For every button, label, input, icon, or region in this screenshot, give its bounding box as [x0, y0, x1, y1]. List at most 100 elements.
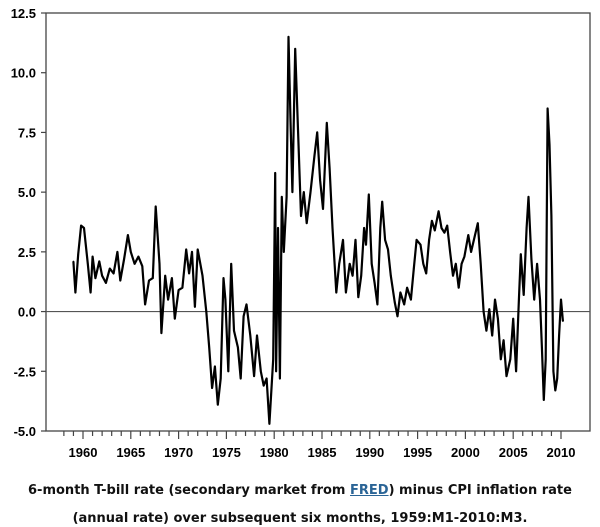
data-point — [237, 346, 239, 349]
data-point — [279, 377, 281, 380]
data-point — [410, 298, 412, 301]
data-point — [282, 251, 285, 253]
data-point — [548, 143, 551, 146]
data-point — [289, 119, 292, 122]
data-point — [313, 155, 316, 158]
data-point — [160, 332, 163, 334]
data-point — [116, 251, 119, 253]
data-point — [396, 315, 399, 318]
data-point — [536, 263, 538, 265]
data-point — [274, 172, 276, 174]
data-point — [141, 265, 144, 267]
data-point — [502, 339, 505, 342]
data-point — [527, 196, 530, 198]
data-point — [431, 220, 433, 222]
data-point — [112, 272, 115, 275]
data-point — [515, 370, 517, 373]
data-point — [474, 234, 476, 236]
data-point — [214, 365, 216, 368]
fred-link[interactable]: FRED — [350, 483, 389, 498]
data-point — [399, 291, 402, 294]
data-point — [370, 263, 373, 265]
data-point — [381, 200, 384, 203]
data-point — [440, 227, 443, 229]
data-point — [265, 377, 268, 380]
data-point — [328, 167, 331, 170]
data-point — [86, 263, 89, 265]
data-point — [348, 263, 351, 265]
data-point — [558, 334, 560, 337]
data-point — [499, 358, 502, 361]
data-point — [300, 215, 302, 217]
data-point — [130, 251, 132, 253]
y-tick-label: -5.0 — [14, 424, 36, 439]
data-point — [325, 122, 328, 124]
data-point — [72, 260, 75, 263]
data-point — [133, 263, 136, 265]
data-point — [522, 294, 525, 296]
data-point — [233, 329, 235, 332]
data-point — [518, 298, 520, 301]
x-axis: 1960 1965 1970 1975 1980 1985 1990 1995 2000 2005… — [63, 431, 575, 460]
data-point — [208, 346, 210, 349]
data-point — [127, 234, 129, 236]
data-point — [171, 277, 173, 279]
data-point — [151, 277, 154, 279]
data-point — [552, 370, 555, 373]
data-point — [319, 179, 321, 181]
data-point — [387, 248, 389, 251]
x-tick-label: 1965 — [116, 445, 145, 460]
data-point — [393, 301, 396, 303]
y-tick-label: -2.5 — [14, 364, 36, 379]
x-tick-label: 1980 — [260, 445, 289, 460]
data-point — [239, 377, 242, 380]
data-point — [224, 298, 227, 301]
data-point — [154, 205, 157, 208]
data-point — [360, 274, 362, 277]
data-point — [167, 298, 169, 301]
data-point — [256, 334, 258, 337]
data-point — [342, 239, 344, 241]
data-point — [562, 320, 564, 322]
data-point — [482, 310, 485, 313]
data-point — [554, 389, 557, 392]
data-point — [455, 263, 457, 265]
y-tick-label: 7.5 — [18, 125, 36, 140]
data-point — [98, 260, 101, 263]
data-point — [550, 215, 553, 217]
data-point — [287, 36, 290, 38]
data-point — [457, 286, 460, 289]
data-point — [216, 403, 219, 406]
data-point — [403, 303, 406, 306]
data-point — [194, 305, 196, 308]
data-point — [406, 286, 408, 289]
data-point — [316, 131, 319, 134]
data-point — [268, 423, 271, 425]
x-tick-label: 1995 — [403, 445, 432, 460]
data-point — [368, 193, 370, 196]
data-point — [415, 239, 418, 241]
data-point — [123, 258, 125, 260]
data-point — [294, 48, 297, 50]
data-point — [470, 251, 472, 253]
data-point — [253, 375, 255, 377]
data-point — [491, 334, 493, 337]
x-tick-label: 1985 — [308, 445, 337, 460]
data-point — [230, 263, 232, 265]
data-point — [434, 229, 436, 232]
data-point — [291, 191, 294, 193]
y-tick-label: 2.5 — [18, 245, 36, 260]
caption-line-2: (annual rate) over subsequent six months… — [72, 511, 528, 526]
data-point — [437, 210, 440, 213]
data-point — [546, 107, 549, 110]
data-point — [560, 298, 562, 301]
data-point — [449, 251, 451, 253]
data-point — [137, 255, 140, 258]
data-point — [335, 291, 338, 294]
x-tick-label: 2000 — [451, 445, 480, 460]
data-point — [89, 291, 92, 294]
data-point — [477, 222, 479, 224]
data-point — [222, 277, 225, 279]
data-point — [277, 227, 279, 229]
data-point — [354, 239, 357, 241]
